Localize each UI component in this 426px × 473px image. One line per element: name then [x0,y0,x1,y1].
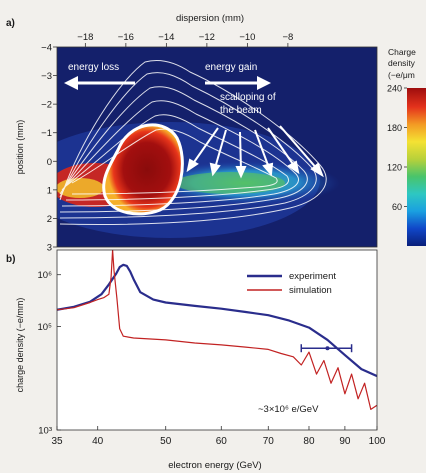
beam-tail-inner [175,172,285,194]
beam-core-rim [102,123,184,216]
error-bar-center [325,346,330,351]
scalloping-label-line1: scalloping of [220,92,276,103]
position-tick-label: −4 [41,43,52,54]
dispersion-tick-label: −10 [239,32,255,43]
plot-frame [56,249,378,431]
position-tick-label: 0 [47,157,52,168]
energy-tick-label: 90 [339,436,351,447]
colorbar-scale [407,88,426,246]
position-tick-label: 1 [47,185,52,196]
charge-density-tick-label: 10³ [38,426,52,437]
panel-a-label: a) [6,18,15,29]
scalloping-arrows [186,125,324,179]
colorbar-title-line2: density [388,58,416,68]
colorbar-title-line3: (−e/μm [388,70,415,80]
dispersion-ticks: −18 −16 −14 −12 −10 −8 [77,32,293,47]
series-line-experiment [57,263,377,378]
colorbar-title-line1: Charge [388,47,416,57]
energy-tick-label: 40 [92,436,104,447]
energy-tick-label: 70 [263,436,275,447]
energy-tick-label: 35 [51,436,63,447]
position-tick-label: −2 [41,100,52,111]
colorbar-tick-label: 240 [387,84,402,94]
energy-loss-label: energy loss [68,62,119,73]
error-bar [300,344,353,353]
colorbar-tick-label: 180 [387,123,402,133]
beam-core [103,124,183,214]
charge-density-tick-label: 10⁵ [37,322,52,333]
energy-tick-label: 50 [160,436,172,447]
energy-tick-label: 60 [216,436,228,447]
charge-density-tick-label: 10⁶ [38,270,53,281]
dispersion-tick-label: −12 [199,32,215,43]
position-tick-label: −3 [41,71,52,82]
position-tick-label: −1 [41,128,52,139]
panel-b-label: b) [6,254,15,265]
energy-tick-label: 100 [369,436,386,447]
charge-density-axis-label: charge density (−e/mm) [15,298,25,393]
legend-simulation-label: simulation [289,285,332,296]
colorbar-tick-label: 120 [387,163,402,173]
energy-tick-label: 80 [303,436,315,447]
plot-series [57,250,377,410]
dispersion-tick-label: −18 [77,32,93,43]
rate-annotation: ~3×10⁶ e/GeV [258,404,319,415]
charge-density-ticks: 10³ 10⁵ 10⁶ [37,270,61,437]
energy-gain-arrowhead [257,76,271,90]
scalloping-label-line2: the beam [220,105,262,116]
heatmap-frame [56,46,378,248]
position-tick-label: 2 [47,214,52,225]
dispersion-tick-label: −16 [118,32,134,43]
position-axis-label: position (mm) [15,120,25,175]
dispersion-tick-label: −14 [158,32,174,43]
colorbar-tick-label: 60 [392,202,402,212]
energy-ticks: 35 40 50 60 70 80 90 100 [51,426,386,447]
position-tick-label: 3 [47,243,52,254]
legend-experiment-label: experiment [289,271,336,282]
series-line-simulation [57,250,377,410]
energy-loss-arrowhead [64,76,78,90]
electron-energy-axis-label: electron energy (GeV) [168,460,261,471]
dispersion-tick-label: −8 [282,32,293,43]
legend: experiment simulation [247,271,336,296]
position-ticks: −4 −3 −2 −1 0 1 2 3 [41,43,57,254]
beam-image [57,59,340,238]
dispersion-axis-label: dispersion (mm) [176,13,244,24]
energy-gain-label: energy gain [205,62,257,73]
colorbar-ticks: 240 180 120 60 [387,84,407,212]
